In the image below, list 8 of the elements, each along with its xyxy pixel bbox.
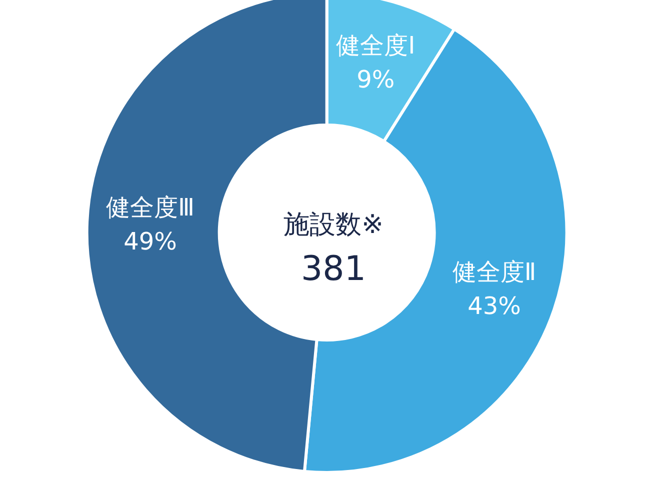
- slice-label: 健全度Ⅲ: [106, 193, 195, 222]
- data-label: 43%: [468, 292, 521, 320]
- data-label: 9%: [356, 66, 395, 94]
- text: 381: [301, 249, 366, 289]
- text: 施設数※: [284, 210, 384, 240]
- data-label: 49%: [124, 227, 177, 256]
- slice-label: 健全度Ⅱ: [452, 258, 536, 286]
- slice-label: 健全度Ⅰ: [336, 32, 416, 60]
